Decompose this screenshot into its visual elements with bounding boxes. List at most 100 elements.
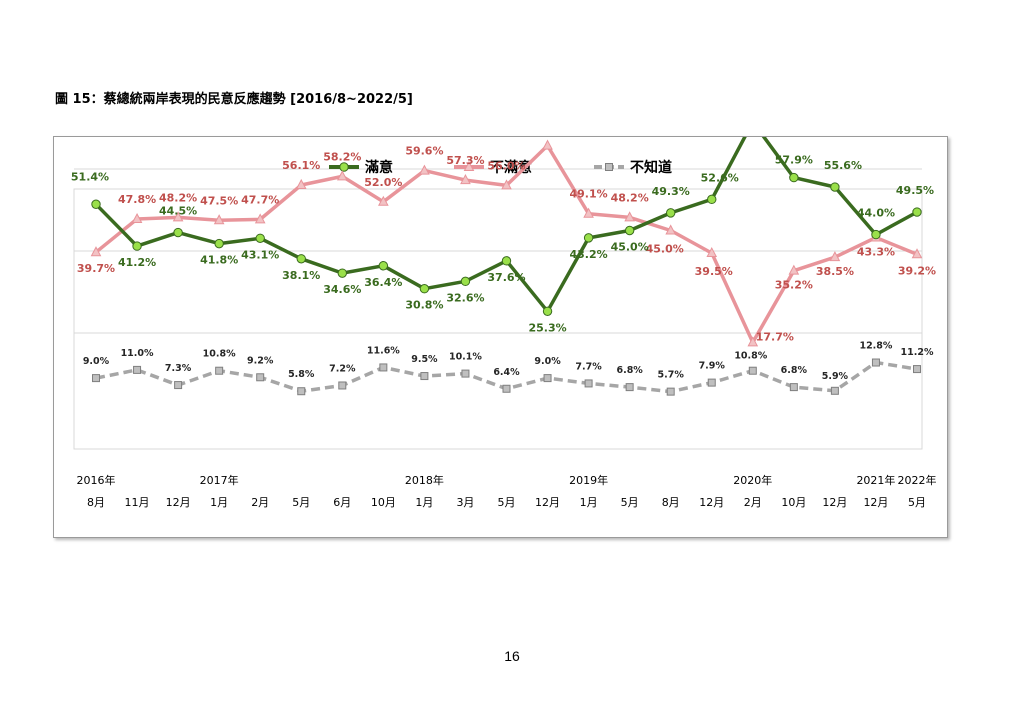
data-point-unknown [871,358,880,367]
data-label-unknown: 11.0% [121,348,154,359]
data-label-dissatisfied: 35.2% [775,279,813,292]
data-point-satisfied [337,268,347,278]
data-point-dissatisfied [213,214,225,225]
data-label-dissatisfied: 48.2% [611,191,649,204]
data-point-dissatisfied [911,248,923,259]
data-label-satisfied: 44.0% [857,207,895,220]
data-label-dissatisfied: 17.7% [756,330,794,343]
x-tick-year-label: 2018年 [405,473,444,487]
data-point-unknown [913,365,921,374]
data-label-unknown: 9.5% [411,354,438,365]
x-tick-month-label: 12月 [822,496,847,509]
data-label-satisfied: 49.3% [652,185,690,198]
data-point-dissatisfied [131,212,143,224]
data-point-satisfied [666,208,676,218]
data-point-satisfied [378,261,389,271]
data-point-unknown [256,373,265,382]
x-tick-month-label: 12月 [166,496,191,509]
data-label-satisfied: 44.5% [159,205,197,218]
data-point-satisfied [583,233,594,243]
x-tick-month-label: 6月 [333,496,351,509]
x-tick-month-label: 5月 [292,496,310,509]
data-label-satisfied: 32.6% [446,291,484,304]
data-point-dissatisfied [501,179,512,190]
data-point-satisfied [912,207,922,217]
data-label-unknown: 5.7% [658,370,685,381]
data-label-dissatisfied: 39.7% [77,262,115,275]
data-label-dissatisfied: 59.6% [405,145,443,158]
data-point-unknown [420,372,429,381]
data-point-satisfied [132,241,142,251]
data-label-unknown: 5.8% [288,369,315,380]
data-label-satisfied: 41.8% [200,254,238,267]
legend-label-satisfied: 滿意 [364,159,393,176]
x-tick-month-label: 12月 [699,496,724,509]
data-label-satisfied: 43.2% [570,248,608,261]
data-label-dissatisfied: 49.1% [570,188,608,201]
x-tick-year-label: 2017年 [200,473,239,487]
data-label-dissatisfied: 38.5% [816,265,854,278]
data-label-unknown: 10.1% [449,352,482,363]
data-label-unknown: 10.8% [734,351,767,362]
x-tick-year-label: 2020年 [733,473,772,487]
x-tick-month-label: 1月 [210,496,228,509]
data-point-satisfied [542,306,553,316]
data-label-dissatisfied: 56.1% [282,159,320,172]
data-point-dissatisfied [583,207,594,218]
data-point-satisfied [91,199,101,209]
data-point-unknown [830,386,839,395]
data-point-unknown [215,366,224,375]
data-label-satisfied: 55.6% [824,159,862,172]
data-label-satisfied: 37.6% [487,271,525,284]
legend-marker-dissatisfied [463,160,475,171]
x-tick-month-label: 1月 [580,496,598,509]
x-tick-month-label: 8月 [662,496,680,509]
data-point-unknown [789,383,798,392]
data-label-unknown: 9.0% [534,356,561,367]
data-point-dissatisfied [254,213,266,224]
data-point-unknown [502,384,511,393]
data-label-unknown: 9.0% [83,356,110,367]
legend-marker-satisfied [339,162,349,172]
data-point-unknown [666,387,675,396]
x-tick-year-label: 2016年 [77,473,116,487]
grid-lines [73,168,923,450]
data-label-unknown: 6.8% [781,365,808,376]
data-label-unknown: 7.7% [575,361,602,372]
data-label-dissatisfied: 47.8% [118,193,156,206]
legend-marker-unknown [605,163,613,171]
data-label-dissatisfied: 47.5% [200,194,238,207]
data-label-unknown: 11.2% [901,347,934,358]
x-tick-month-label: 10月 [781,496,806,509]
x-tick-month-label: 12月 [535,496,560,509]
data-label-satisfied: 34.6% [323,283,361,296]
data-label-satisfied: 41.2% [118,256,156,269]
line-chart: 滿意 不滿意 不知道 9.0%11.0%7.3%10.8%9.2%5.8%7.2%1… [71,137,937,509]
x-tick-month-label: 1月 [415,496,433,509]
data-label-satisfied: 30.8% [405,299,443,312]
data-point-dissatisfied [336,170,348,181]
page-number: 16 [504,648,520,664]
data-label-satisfied: 36.4% [364,276,402,289]
x-tick-month-label: 5月 [908,496,926,509]
data-label-unknown: 11.6% [367,345,400,356]
data-point-satisfied [173,227,183,238]
x-tick-month-label: 5月 [621,496,639,509]
data-point-dissatisfied [788,264,800,275]
data-label-dissatisfied: 39.5% [695,265,733,278]
data-point-satisfied [707,194,717,205]
data-label-dissatisfied: 39.2% [898,264,936,277]
data-point-dissatisfied [378,195,389,206]
data-point-dissatisfied [706,246,718,258]
data-label-satisfied: 51.4% [71,170,109,183]
data-label-unknown: 10.8% [203,349,236,360]
data-label-unknown: 7.3% [165,363,192,374]
series-satisfied: 51.4% 41.2% 44.5% 41.8% 43.1%38.1%34.6%36.4%… [71,137,934,334]
data-label-satisfied: 43.1% [241,248,279,261]
data-point-dissatisfied [90,246,102,257]
x-tick-month-label: 10月 [371,496,396,509]
x-tick-month-label: 2月 [744,496,762,509]
data-point-satisfied [789,172,799,183]
data-label-dissatisfied: 58.2% [323,150,361,163]
data-label-satisfied: 49.5% [896,184,934,197]
